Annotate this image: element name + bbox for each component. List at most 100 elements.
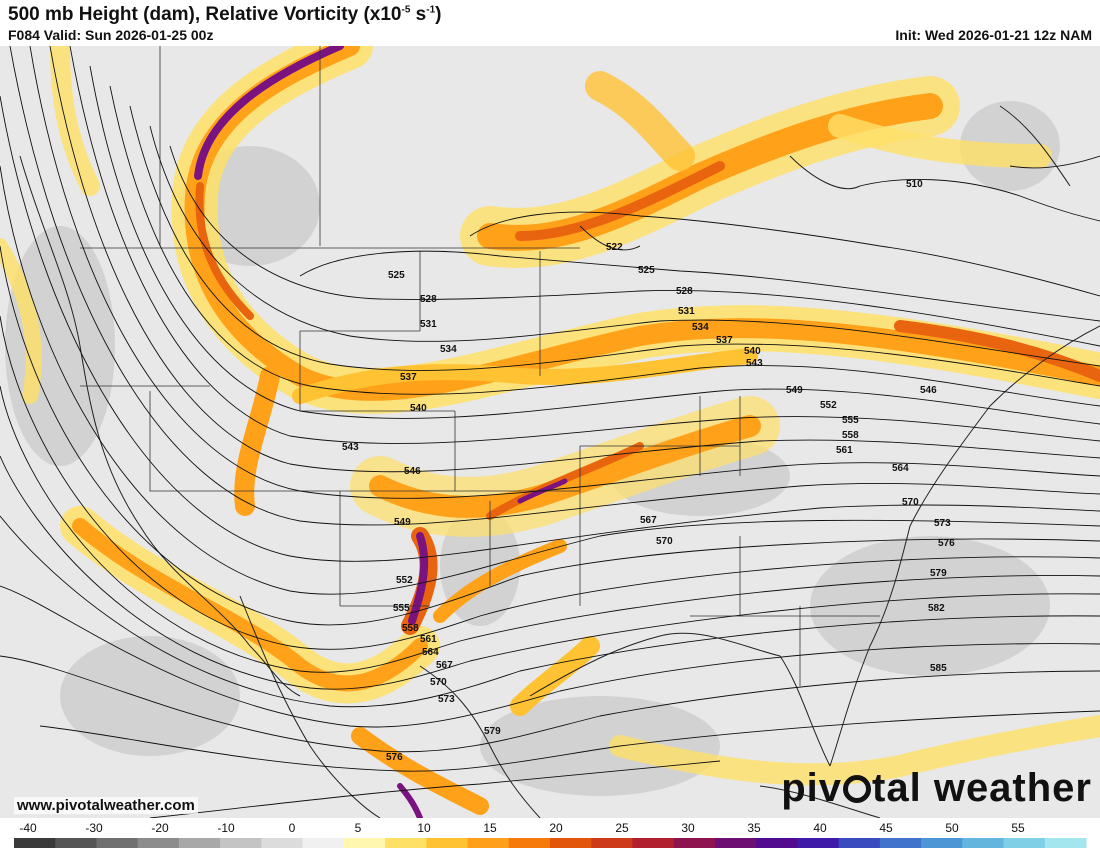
colorbar-swatch [302, 838, 345, 848]
title-text: 500 mb Height (dam), Relative Vorticity … [8, 4, 402, 25]
height-label: 567 [640, 515, 657, 526]
height-label: 573 [438, 694, 455, 705]
height-label: 540 [744, 346, 761, 357]
height-label: 534 [440, 344, 457, 355]
colorbar-tick-label: -40 [19, 821, 37, 835]
height-label: 558 [842, 430, 859, 441]
colorbar-tick-label: 15 [483, 821, 497, 835]
title-close: ) [435, 4, 442, 25]
colorbar-swatch [137, 838, 180, 848]
height-label: 540 [410, 403, 427, 414]
colorbar-swatch [467, 838, 510, 848]
height-label: 579 [930, 568, 947, 579]
map-title: 500 mb Height (dam), Relative Vorticity … [8, 4, 442, 26]
height-label: 549 [786, 385, 803, 396]
brand-text-left: piv [781, 766, 843, 810]
colorbar-swatch [921, 838, 963, 848]
title-exponent: -5 [401, 4, 411, 16]
height-label: 537 [400, 372, 417, 383]
coastlines [19, 105, 1100, 818]
height-label: 543 [746, 358, 763, 369]
colorbar-swatch [879, 838, 922, 848]
colorbar-tick-label: 55 [1011, 821, 1025, 835]
brand-o-icon [843, 775, 872, 803]
colorbar-tick-label: 10 [417, 821, 431, 835]
brand-logo: piv tal weather [781, 766, 1092, 811]
colorbar-swatch [797, 838, 840, 848]
colorbar-tick-label: -30 [85, 821, 103, 835]
colorbar-swatch [178, 838, 221, 848]
colorbar-labels: -40 -30 -20 -10 0 5 10 15 20 25 30 35 40 45 50 55 [19, 821, 1025, 835]
colorbar-tick-label: 20 [549, 821, 563, 835]
colorbar-swatch [14, 838, 56, 848]
colorbar-swatch [261, 838, 304, 848]
height-label: 576 [386, 752, 403, 763]
height-label: 543 [342, 442, 359, 453]
colorbar-tick-label: -10 [217, 821, 235, 835]
website-url[interactable]: www.pivotalweather.com [14, 797, 198, 814]
height-label: 546 [920, 385, 937, 396]
colorbar-swatch [508, 838, 551, 848]
height-label: 570 [430, 677, 447, 688]
height-label: 573 [934, 518, 951, 529]
colorbar: -40 -30 -20 -10 0 5 10 15 20 25 30 35 40 45 50 55 [0, 818, 1100, 850]
colorbar-swatch [756, 838, 798, 848]
height-label: 576 [938, 538, 955, 549]
colorbar-tick-label: 40 [813, 821, 827, 835]
brand-text-right: tal weather [872, 766, 1092, 810]
height-label: 528 [420, 294, 437, 305]
height-label: 564 [422, 647, 439, 658]
height-label: 579 [484, 726, 501, 737]
height-label: 561 [836, 445, 853, 456]
vorticity-central-max [350, 396, 780, 635]
height-label: 549 [394, 517, 411, 528]
colorbar-swatch [1044, 838, 1087, 848]
height-label: 555 [393, 603, 410, 614]
height-label: 570 [902, 497, 919, 508]
init-time: Init: Wed 2026-01-21 12z NAM [895, 27, 1092, 43]
title-exponent-2: -1 [426, 4, 436, 16]
colorbar-swatches [14, 838, 1087, 848]
height-label: 570 [656, 536, 673, 547]
vorticity-jet-northwest [171, 46, 1100, 414]
height-label: 558 [402, 623, 419, 634]
colorbar-canvas: -40 -30 -20 -10 0 5 10 15 20 25 30 35 40 45 50 55 [14, 821, 1087, 848]
colorbar-swatch [385, 838, 427, 848]
colorbar-swatch [673, 838, 716, 848]
height-label: 537 [716, 335, 733, 346]
colorbar-swatch [962, 838, 1005, 848]
map-canvas: 510 522 525 525 528 528 531 531 534 534 … [0, 46, 1100, 818]
colorbar-swatch [550, 838, 592, 848]
height-label: 528 [676, 286, 693, 297]
colorbar-tick-label: 25 [615, 821, 629, 835]
colorbar-tick-label: 0 [289, 821, 296, 835]
colorbar-swatch [591, 838, 633, 848]
political-borders [80, 46, 880, 686]
colorbar-swatch [1003, 838, 1046, 848]
height-label: 510 [906, 179, 923, 190]
colorbar-tick-label: 35 [747, 821, 761, 835]
valid-time: F084 Valid: Sun 2026-01-25 00z [8, 27, 214, 43]
vorticity-gulf-band [0, 46, 1100, 818]
height-label: 582 [928, 603, 945, 614]
colorbar-swatch [838, 838, 881, 848]
title-unit: s [410, 4, 427, 25]
colorbar-swatch [55, 838, 97, 848]
colorbar-swatch [343, 838, 386, 848]
colorbar-swatch [96, 838, 139, 848]
height-label: 567 [436, 660, 453, 671]
weather-map[interactable]: 510 522 525 525 528 528 531 531 534 534 … [0, 46, 1100, 818]
height-label: 564 [892, 463, 909, 474]
header: 500 mb Height (dam), Relative Vorticity … [0, 0, 1100, 46]
colorbar-swatch [220, 838, 262, 848]
height-label: 534 [692, 322, 709, 333]
colorbar-tick-label: 5 [355, 821, 362, 835]
height-label: 525 [388, 270, 405, 281]
height-label: 561 [420, 634, 437, 645]
colorbar-swatch [714, 838, 757, 848]
height-label: 585 [930, 663, 947, 674]
colorbar-tick-label: 30 [681, 821, 695, 835]
height-contours [0, 46, 1100, 818]
colorbar-tick-label: 50 [945, 821, 959, 835]
colorbar-swatch [426, 838, 469, 848]
